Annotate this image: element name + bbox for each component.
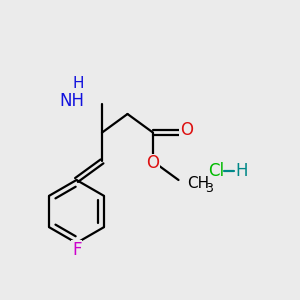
Text: NH: NH bbox=[59, 92, 84, 110]
Text: F: F bbox=[72, 241, 82, 259]
Text: O: O bbox=[146, 154, 160, 172]
Text: H: H bbox=[236, 162, 248, 180]
Text: 3: 3 bbox=[205, 182, 213, 195]
Text: H: H bbox=[73, 76, 84, 92]
Text: O: O bbox=[180, 121, 193, 139]
Text: CH: CH bbox=[188, 176, 210, 190]
Text: Cl: Cl bbox=[208, 162, 225, 180]
